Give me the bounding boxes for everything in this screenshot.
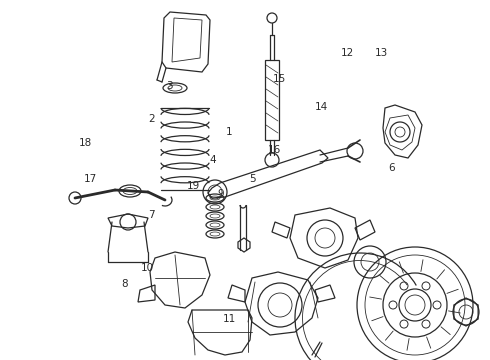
Text: 19: 19 [187,181,200,192]
Text: 12: 12 [341,48,355,58]
Text: 8: 8 [122,279,128,289]
Text: 2: 2 [148,114,155,124]
Text: 3: 3 [166,81,172,91]
Text: 15: 15 [272,74,286,84]
Text: 6: 6 [389,163,395,174]
Text: 18: 18 [79,138,93,148]
Text: 5: 5 [249,174,256,184]
Text: 1: 1 [226,127,233,138]
Text: 16: 16 [268,145,281,156]
Text: 13: 13 [374,48,388,58]
Text: 14: 14 [314,102,328,112]
Text: 7: 7 [148,210,155,220]
Text: 4: 4 [210,155,217,165]
Text: 10: 10 [141,263,153,273]
Text: 17: 17 [84,174,98,184]
Text: 9: 9 [217,189,224,199]
Text: 11: 11 [222,314,236,324]
